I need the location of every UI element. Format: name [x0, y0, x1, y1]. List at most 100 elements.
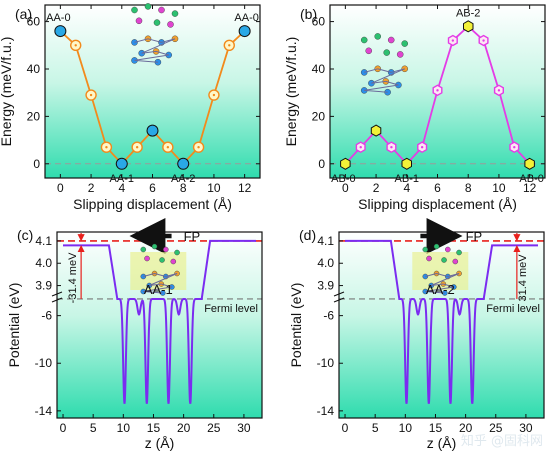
atom — [401, 40, 408, 47]
data-point-center — [513, 145, 516, 149]
panel-label: (b) — [300, 6, 317, 22]
data-point-center — [436, 89, 439, 92]
data-point-center — [74, 44, 77, 47]
x-tick-label: 25 — [489, 421, 503, 435]
x-tick-label: 2 — [373, 181, 380, 195]
atom — [144, 255, 150, 262]
panel-a: 0 2 4 6 8 10 12 0 20 40 60 Slipping displacement (Å… — [0, 3, 261, 212]
data-point-special — [177, 157, 190, 170]
data-point-center — [197, 145, 200, 149]
point-label: AA-1 — [110, 173, 134, 185]
bond — [364, 89, 388, 93]
y-tick-label: -10 — [317, 356, 335, 370]
bond — [134, 38, 149, 43]
bond — [161, 283, 172, 288]
atom — [374, 33, 381, 40]
axis-break — [333, 291, 345, 303]
x-tick-label: 0 — [342, 421, 349, 435]
panel-label: (a) — [15, 6, 32, 22]
y-tick-label: 0 — [318, 157, 325, 171]
x-tick-label: 25 — [207, 421, 221, 435]
x-tick-label: 0 — [60, 421, 67, 435]
data-point-special — [54, 25, 67, 38]
fp-label: FP — [184, 229, 201, 244]
data-point-center — [105, 145, 108, 149]
x-tick-label: 5 — [372, 421, 379, 435]
atom — [170, 258, 177, 265]
panel-b-structure-illustration — [360, 33, 408, 96]
x-tick-label: 15 — [147, 421, 161, 435]
y-axis-label: Potential (eV) — [6, 283, 22, 368]
bond — [149, 273, 178, 286]
atom — [383, 49, 390, 56]
atom — [387, 36, 395, 44]
atom — [153, 19, 161, 26]
y-tick-label: 40 — [312, 62, 326, 76]
atom — [131, 6, 138, 14]
x-tick-label: 20 — [459, 421, 473, 435]
data-point-center — [420, 145, 424, 149]
data-point-special — [115, 157, 128, 170]
potential-curve — [345, 239, 538, 404]
bond — [436, 273, 448, 277]
atom — [445, 246, 451, 253]
y-tick-label: 60 — [312, 15, 326, 29]
x-tick-label: 12 — [523, 181, 537, 195]
x-axis-label: Slipping displacement (Å) — [73, 196, 232, 212]
point-label: AA-0 — [234, 12, 258, 24]
bond — [371, 80, 386, 84]
data-point-special — [463, 20, 474, 33]
atom — [171, 35, 179, 43]
y-tick-label: 4.1 — [317, 234, 334, 248]
data-point-center — [482, 39, 485, 42]
y-axis-label: Energy (meV/f.u.) — [0, 37, 14, 147]
x-tick-label: 15 — [429, 421, 443, 435]
structure-label: AA-1 — [144, 282, 173, 297]
atom — [144, 3, 152, 10]
bond — [425, 273, 437, 277]
panel-label: (d) — [299, 227, 316, 243]
plot-background — [45, 5, 260, 178]
data-point-center — [359, 145, 362, 149]
fp-label: FP — [466, 229, 483, 244]
dipole-label: 31.4 meV — [517, 254, 529, 302]
atom — [163, 246, 169, 253]
y-tick-label: 4.0 — [35, 256, 52, 270]
atom — [135, 17, 143, 25]
x-tick-label: 4 — [118, 181, 125, 195]
bond — [443, 283, 454, 288]
data-point-special — [401, 157, 412, 170]
point-label: AB-0 — [519, 173, 543, 185]
y-axis-label: Energy (meV/f.u.) — [283, 37, 299, 147]
bond — [147, 38, 162, 43]
panel-label: (c) — [17, 227, 33, 243]
atom — [360, 36, 368, 44]
y-tick-label: -10 — [35, 356, 53, 370]
atom — [456, 249, 462, 256]
data-point-center — [89, 93, 93, 97]
y-tick-label: -14 — [35, 404, 53, 418]
structure-illustration — [130, 243, 187, 296]
data-point-special — [370, 124, 382, 137]
x-tick-label: 2 — [88, 181, 95, 195]
data-point-center — [135, 145, 139, 149]
atom — [365, 47, 372, 55]
y-tick-label: 60 — [27, 15, 41, 29]
panel-b: 0 2 4 6 8 10 12 0 20 40 60 Slipping displacement (Å… — [283, 4, 546, 212]
data-point-center — [228, 44, 231, 47]
bond — [154, 273, 166, 277]
y-tick-label: 0 — [33, 157, 40, 171]
bond — [134, 59, 158, 63]
fermi-label: Fermi level — [204, 303, 258, 315]
point-label: AB-1 — [395, 173, 419, 185]
dipole-label: -31.4 meV — [67, 252, 79, 303]
x-tick-label: 30 — [519, 421, 533, 435]
atom — [159, 257, 165, 263]
x-tick-label: 0 — [342, 181, 349, 195]
atom — [140, 246, 147, 253]
x-tick-label: 6 — [149, 181, 156, 195]
x-tick-label: 10 — [492, 181, 506, 195]
y-tick-label: 3.9 — [317, 279, 334, 293]
atom — [360, 69, 368, 76]
